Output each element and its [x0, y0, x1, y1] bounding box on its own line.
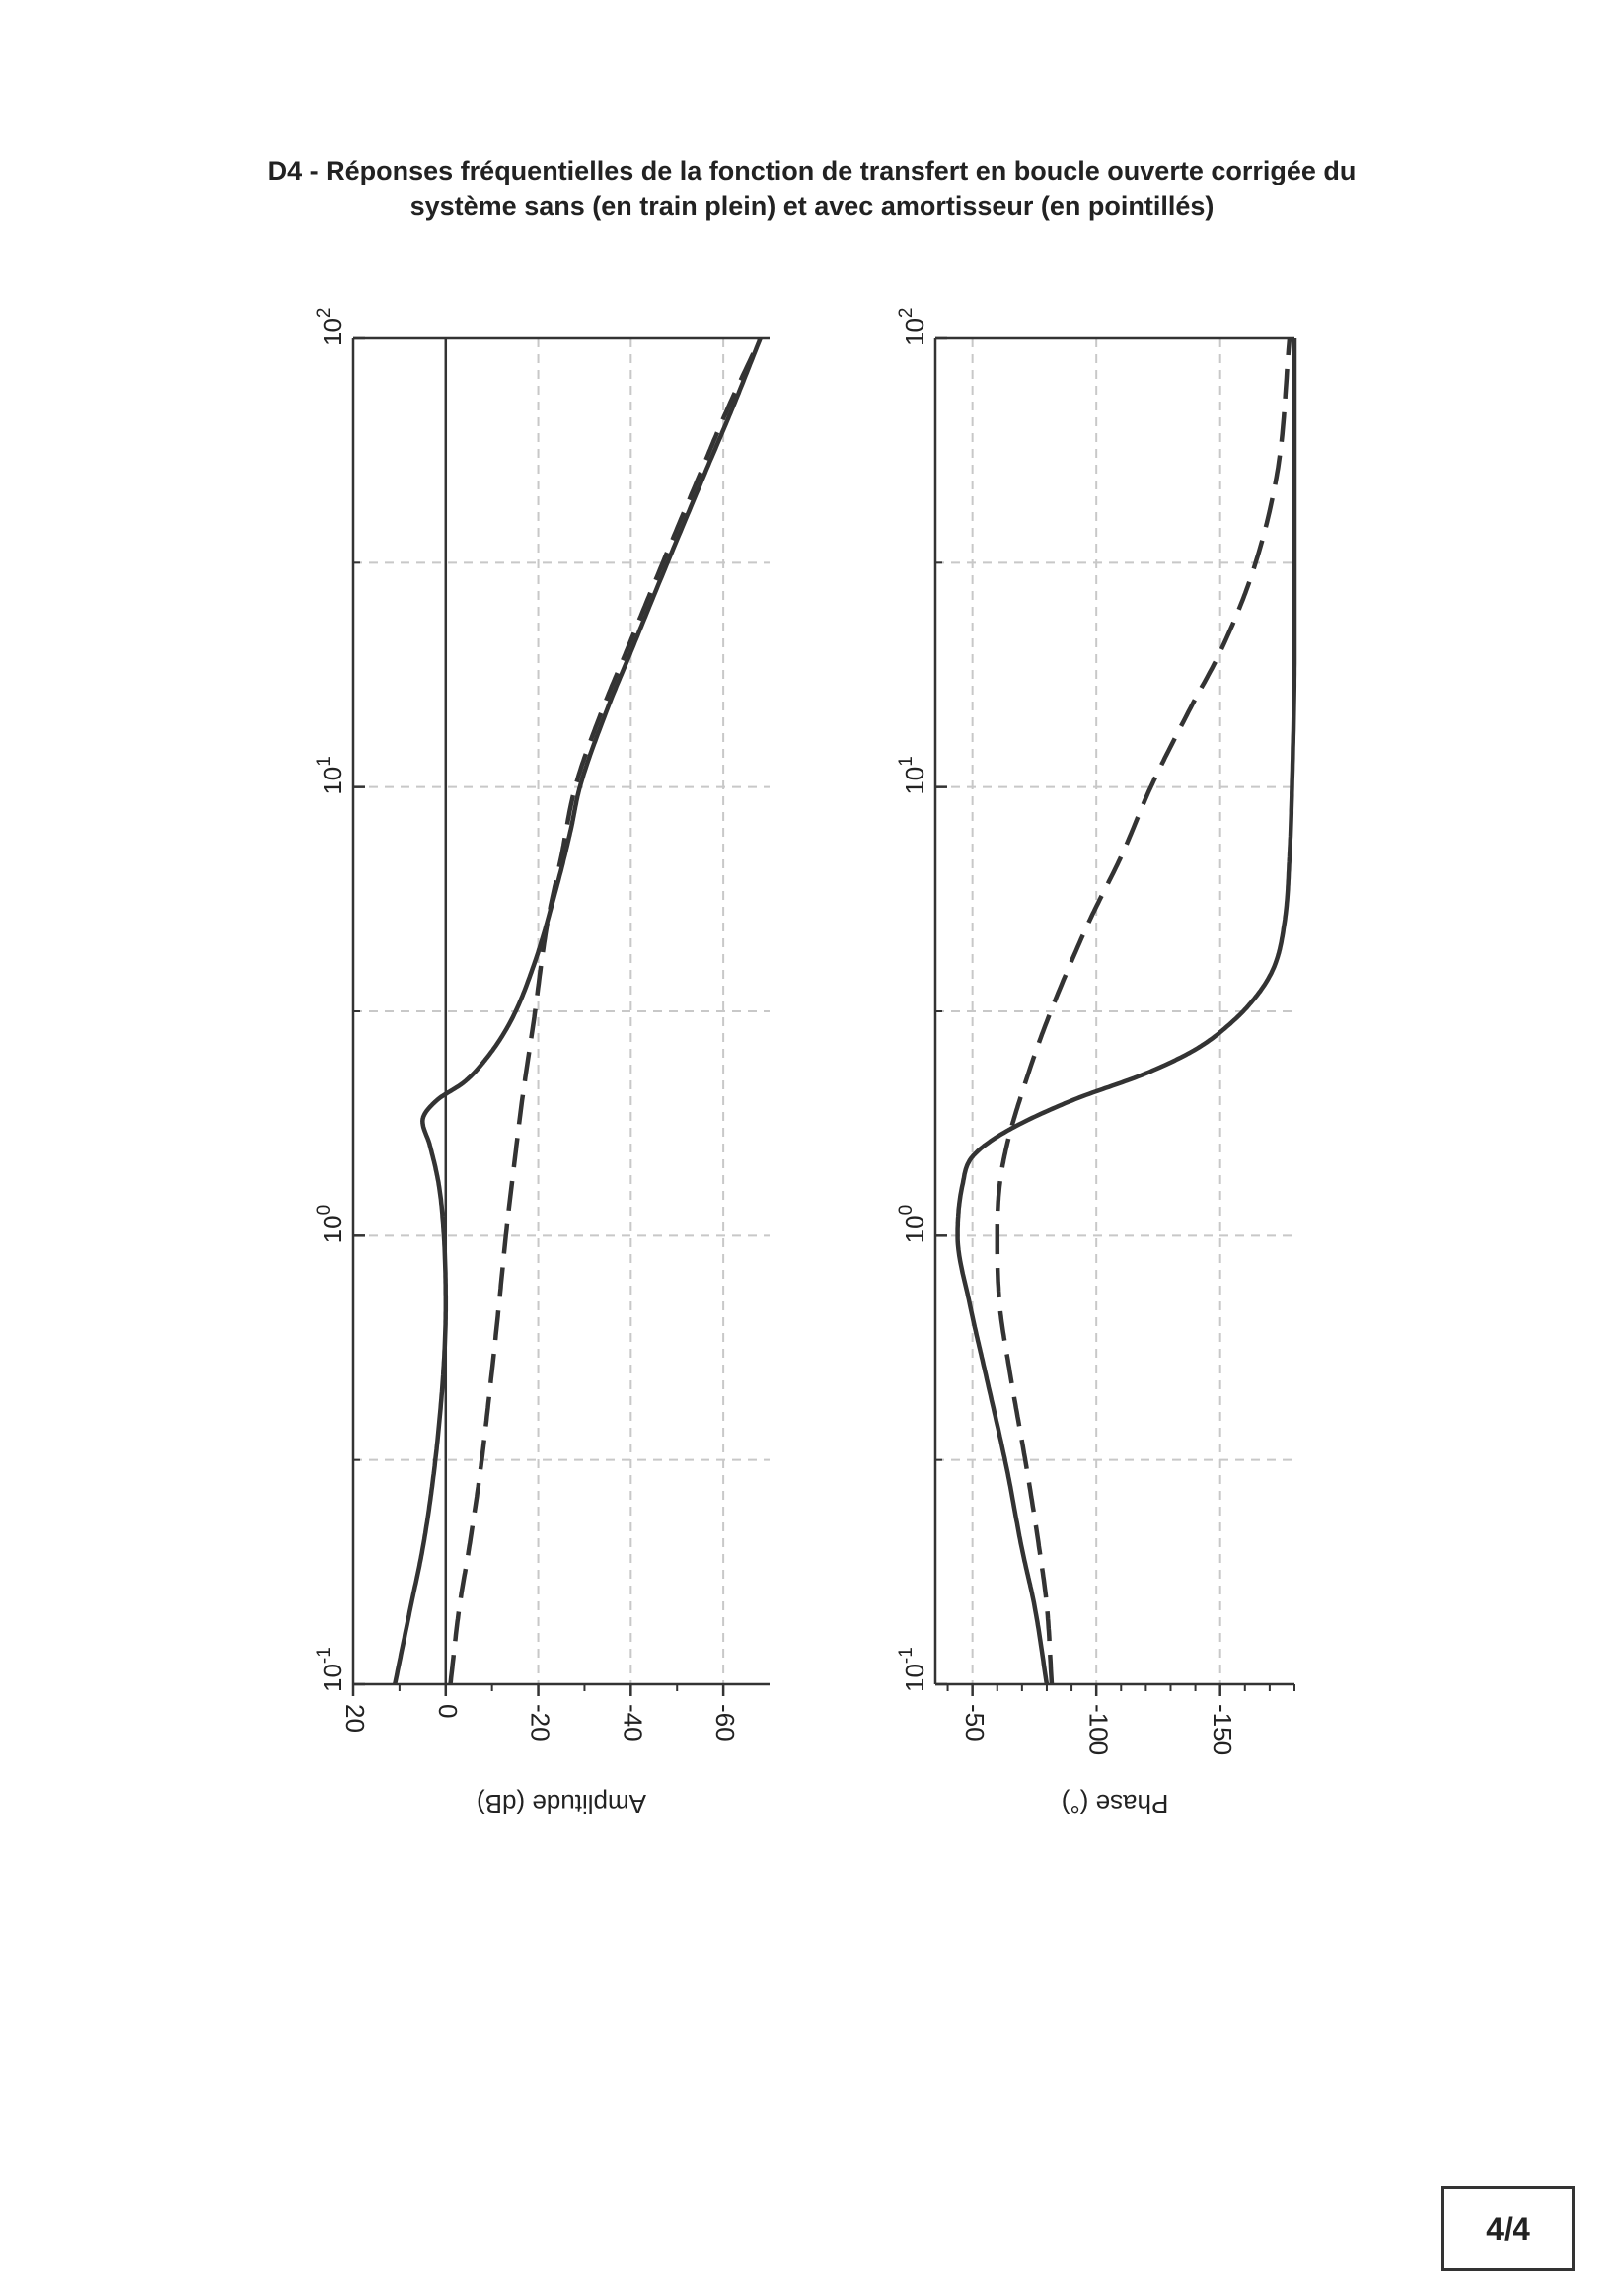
phase-curve-dashed	[995, 337, 1292, 1685]
frequency-tick-label: 10-1	[896, 1647, 929, 1692]
frequency-tick-label: 100	[896, 1205, 929, 1244]
frequency-tick-label: 10-1	[314, 1647, 347, 1692]
amplitude-chart: 20 0 -20 -40 -60 10-1 100 101 102 Amplitude (dB)	[314, 308, 770, 1818]
frequency-tick-label: 101	[314, 756, 347, 795]
amplitude-curve-dashed	[448, 337, 763, 1685]
phase-axis-label: Phase (°)	[1062, 1789, 1169, 1818]
value-tick-label: -60	[710, 1704, 740, 1741]
value-tick-label: 0	[433, 1704, 463, 1718]
value-tick-label: -50	[960, 1704, 990, 1741]
amplitude-grid	[352, 337, 770, 1685]
phase-chart: -50 -100 -150 10-1 100 101 102 Phase (°)	[896, 308, 1297, 1818]
frequency-tick-label: 102	[896, 308, 929, 347]
value-tick-label: 20	[340, 1704, 370, 1733]
title-line-1: D4 - Réponses fréquentielles de la fonct…	[267, 156, 1357, 185]
value-tick-label: -150	[1208, 1704, 1237, 1755]
value-tick-label: -40	[618, 1704, 647, 1741]
frequency-tick-label: 100	[314, 1205, 347, 1244]
page-number-box: 4/4	[1441, 2186, 1575, 2271]
page-number: 4/4	[1486, 2210, 1530, 2247]
frequency-tick-label: 101	[896, 756, 929, 795]
page-title: D4 - Réponses fréquentielles de la fonct…	[0, 153, 1624, 224]
phase-curve-solid	[955, 338, 1297, 1685]
amplitude-axis-label: Amplitude (dB)	[477, 1789, 646, 1818]
value-tick-label: -100	[1083, 1704, 1113, 1755]
value-tick-label: -20	[526, 1704, 555, 1741]
title-line-2: système sans (en train plein) et avec am…	[409, 191, 1215, 221]
amplitude-curve-solid	[392, 337, 763, 1685]
frequency-tick-label: 102	[314, 308, 347, 347]
